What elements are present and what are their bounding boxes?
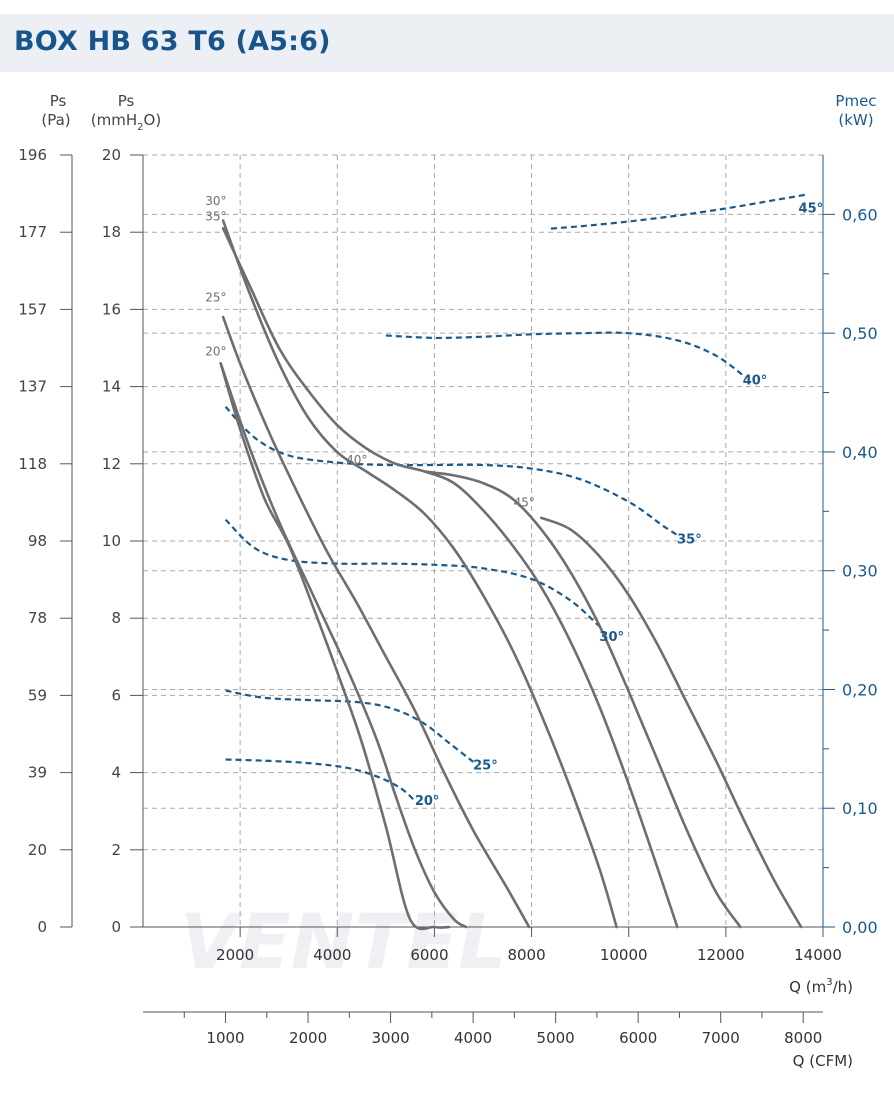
axis-mmh2o-tick-label: 16 (102, 300, 121, 318)
axis-cfm-tick-label: 3000 (371, 1029, 409, 1047)
axis-cfm-tick-label: 2000 (289, 1029, 327, 1047)
axis-pa-tick-label: 39 (28, 764, 47, 782)
axis-mmh2o-unit: (mmH2O) (91, 111, 161, 133)
axis-power-tick-label: 0,10 (842, 799, 878, 818)
pressure-curve-25deg (221, 315, 531, 929)
axis-power-tick-label: 0,00 (842, 918, 878, 937)
pressure-curve-label: 40° (346, 453, 367, 467)
axis-m3h-tick-label: 4000 (313, 946, 351, 964)
axis-pa-unit: (Pa) (41, 111, 70, 129)
axis-mmh2o-tick-label: 18 (102, 223, 121, 241)
pressure-curve-label: 20° (205, 345, 226, 359)
chart-grid (143, 154, 823, 927)
power-curve-30deg (224, 518, 601, 628)
power-curves (224, 193, 809, 802)
axis-mmh2o-tick-label: 0 (111, 918, 121, 936)
axis-cfm-tick-label: 1000 (206, 1029, 244, 1047)
power-curve-20deg (225, 758, 416, 802)
pressure-curve-label: 45° (514, 495, 535, 509)
axis-mmh2o-tick-label: 12 (102, 455, 121, 473)
pressure-curve-label: 35° (205, 210, 226, 224)
pressure-curves (219, 219, 803, 931)
axis-cfm-tick-label: 6000 (619, 1029, 657, 1047)
title-bar: BOX HB 63 T6 (A5:6) (0, 14, 894, 72)
axis-cfm-tick-label: 4000 (454, 1029, 492, 1047)
power-curve-35deg (224, 406, 678, 537)
curve-labels: 20° 25° 30° 35° 40° 45° 20° 25° 30° 35° 40° 45° (205, 194, 823, 809)
power-curve-label: 30° (599, 630, 624, 645)
axis-pa-tick-label: 78 (28, 609, 47, 627)
axis-pa-tick-label: 137 (18, 378, 47, 396)
axis-mmh2o-tick-label: 4 (111, 764, 121, 782)
axis-m3h-tick-label: 14000 (794, 946, 842, 964)
axis-mmh2o-tick-label: 2 (111, 841, 121, 859)
axis-pa-tick-label: 157 (18, 300, 47, 318)
power-curve-label: 20° (415, 794, 440, 809)
axis-power-unit: (kW) (838, 111, 873, 129)
power-curve-label: 35° (677, 533, 702, 548)
axis-power-tick-label: 0,50 (842, 324, 878, 343)
axis-pa-tick-label: 118 (18, 455, 47, 473)
axis-power-tick-label: 0,40 (842, 443, 878, 462)
power-curve-25deg (225, 689, 474, 763)
axis-pa-tick-label: 196 (18, 146, 47, 164)
axis-m3h-tick-label: 6000 (410, 946, 448, 964)
watermark-logo: VENTEL (180, 897, 507, 986)
axis-mmh2o-tick-label: 8 (111, 609, 121, 627)
watermark-text: VENTEL (180, 897, 507, 986)
axis-pa-tick-label: 59 (28, 686, 47, 704)
power-curve-45deg (550, 193, 809, 230)
axis-m3h-tick-label: 12000 (697, 946, 745, 964)
axis-cfm-tick-label: 5000 (537, 1029, 575, 1047)
axis-mmh2o-tick-label: 14 (102, 378, 121, 396)
axis-m3h-tick-label: 10000 (600, 946, 648, 964)
chart-axes: 02039597898118137157177196Ps(Pa)02468101… (18, 92, 877, 1070)
pressure-curve-30deg (221, 219, 618, 929)
axis-mmh2o-title: Ps (118, 92, 135, 110)
pressure-curve-45deg (540, 516, 803, 929)
axis-mmh2o-tick-label: 6 (111, 686, 121, 704)
axis-mmh2o-tick-label: 10 (102, 532, 121, 550)
power-curve-label: 45° (799, 201, 824, 216)
axis-pa-tick-label: 177 (18, 223, 47, 241)
power-curve-label: 25° (473, 758, 498, 773)
axis-pa-tick-label: 0 (37, 918, 47, 936)
chart-title: BOX HB 63 T6 (A5:6) (14, 26, 331, 57)
power-curve-40deg (385, 331, 746, 378)
pressure-curve-20deg (219, 362, 451, 931)
axis-power-tick-label: 0,30 (842, 562, 878, 581)
power-curve-label: 40° (743, 373, 768, 388)
pressure-curve-35deg (221, 227, 679, 929)
axis-cfm-tick-label: 7000 (702, 1029, 740, 1047)
pressure-curve-20deg (219, 362, 468, 929)
axis-pa-tick-label: 98 (28, 532, 47, 550)
axis-pa-title: Ps (50, 92, 67, 110)
pressure-curve-label: 25° (205, 291, 226, 305)
axis-cfm-tick-label: 8000 (784, 1029, 822, 1047)
axis-m3h-tick-label: 2000 (216, 946, 254, 964)
axis-power-title: Pmec (835, 92, 876, 110)
axis-power-tick-label: 0,20 (842, 680, 878, 699)
pressure-curve-40deg (423, 470, 742, 929)
axis-mmh2o-tick-label: 20 (102, 146, 121, 164)
axis-power-tick-label: 0,60 (842, 205, 878, 224)
axis-m3h-tick-label: 8000 (507, 946, 545, 964)
pressure-curve-label: 30° (205, 194, 226, 208)
axis-cfm-title: Q (CFM) (793, 1052, 853, 1070)
axis-pa-tick-label: 20 (28, 841, 47, 859)
axis-m3h-title: Q (m3/h) (789, 977, 853, 996)
